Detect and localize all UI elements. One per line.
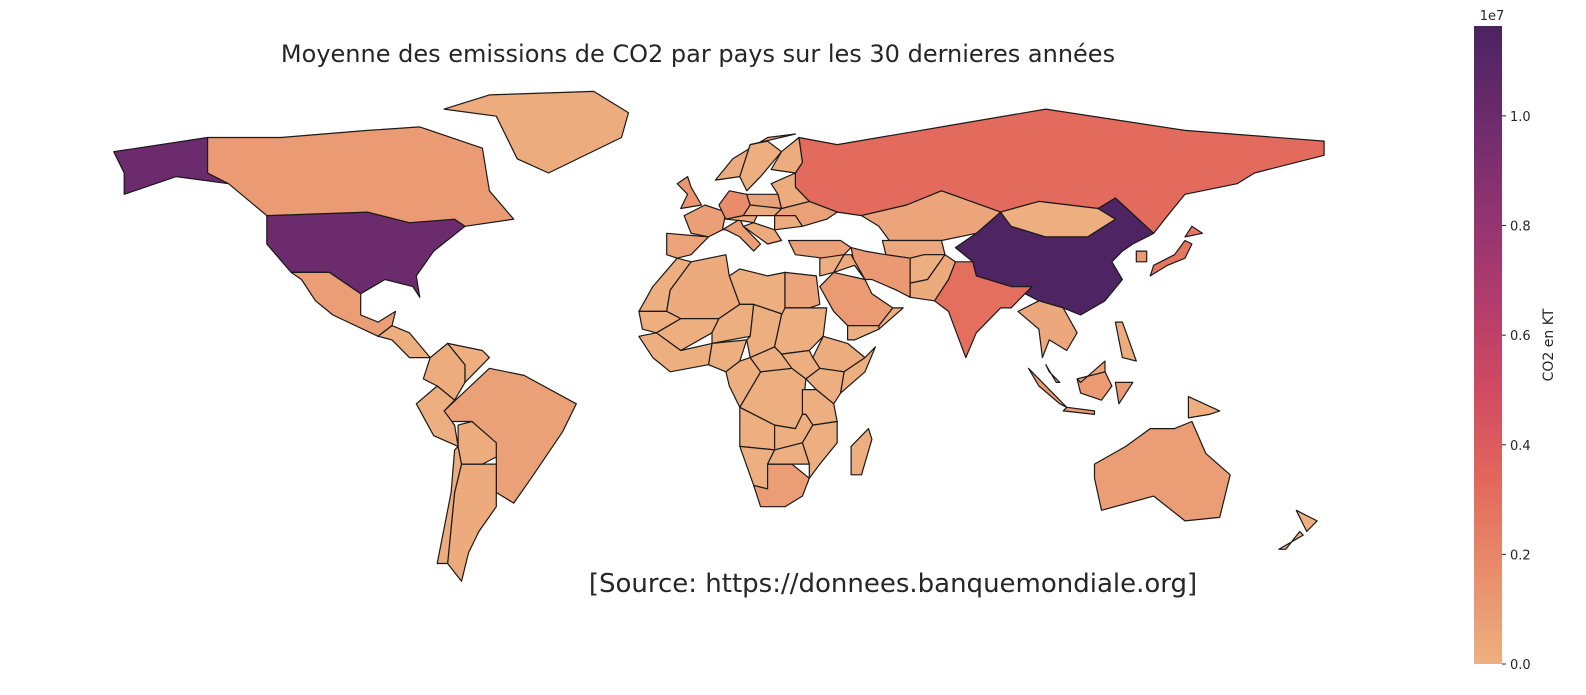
country	[840, 346, 876, 394]
country	[290, 271, 397, 337]
country	[749, 346, 821, 380]
country	[1017, 300, 1078, 359]
chart-title: Moyenne des emissions de CO2 par pays su…	[281, 40, 1115, 68]
country	[447, 342, 490, 383]
country	[847, 307, 904, 341]
country	[833, 254, 866, 281]
country	[1187, 396, 1318, 550]
colorbar-tick-label: 0.8	[1510, 220, 1531, 235]
country	[457, 420, 497, 465]
country	[443, 90, 630, 174]
country	[207, 126, 515, 227]
colorbar-tick-label: 0.2	[1510, 548, 1531, 563]
country	[770, 172, 810, 210]
country	[415, 385, 459, 447]
country	[1093, 420, 1231, 522]
country	[909, 254, 956, 302]
country	[638, 310, 682, 334]
colorbar-label: CO2 en KT	[1541, 308, 1557, 381]
country	[860, 190, 1002, 242]
country	[770, 136, 803, 174]
colorbar-tick-label: 0.0	[1510, 658, 1531, 673]
country	[436, 445, 463, 565]
country	[638, 332, 713, 373]
colorbar-tick-label: 0.6	[1510, 329, 1531, 344]
map	[113, 90, 1325, 582]
country	[784, 271, 821, 309]
country	[1135, 250, 1148, 263]
country	[725, 204, 803, 245]
colorbar-tick-label: 0.4	[1510, 439, 1531, 454]
country	[676, 176, 703, 210]
country	[1045, 360, 1106, 383]
colorbar-offset: 1e7	[1480, 9, 1505, 24]
colorbar-axis: 0.0 0.2 0.4 0.6 0.8 1.0	[1502, 110, 1531, 673]
country	[443, 367, 577, 504]
source-annotation: [Source: https://donnees.banquemondiale.…	[589, 569, 1197, 599]
country	[1027, 367, 1134, 415]
country	[1114, 321, 1137, 362]
country	[683, 204, 727, 238]
country	[767, 442, 810, 465]
country	[666, 232, 710, 259]
country	[1149, 225, 1203, 277]
country	[377, 325, 431, 359]
country	[1000, 200, 1116, 238]
country	[850, 428, 873, 476]
colorbar	[1474, 26, 1502, 664]
colorbar-tick-label: 1.0	[1510, 110, 1531, 125]
